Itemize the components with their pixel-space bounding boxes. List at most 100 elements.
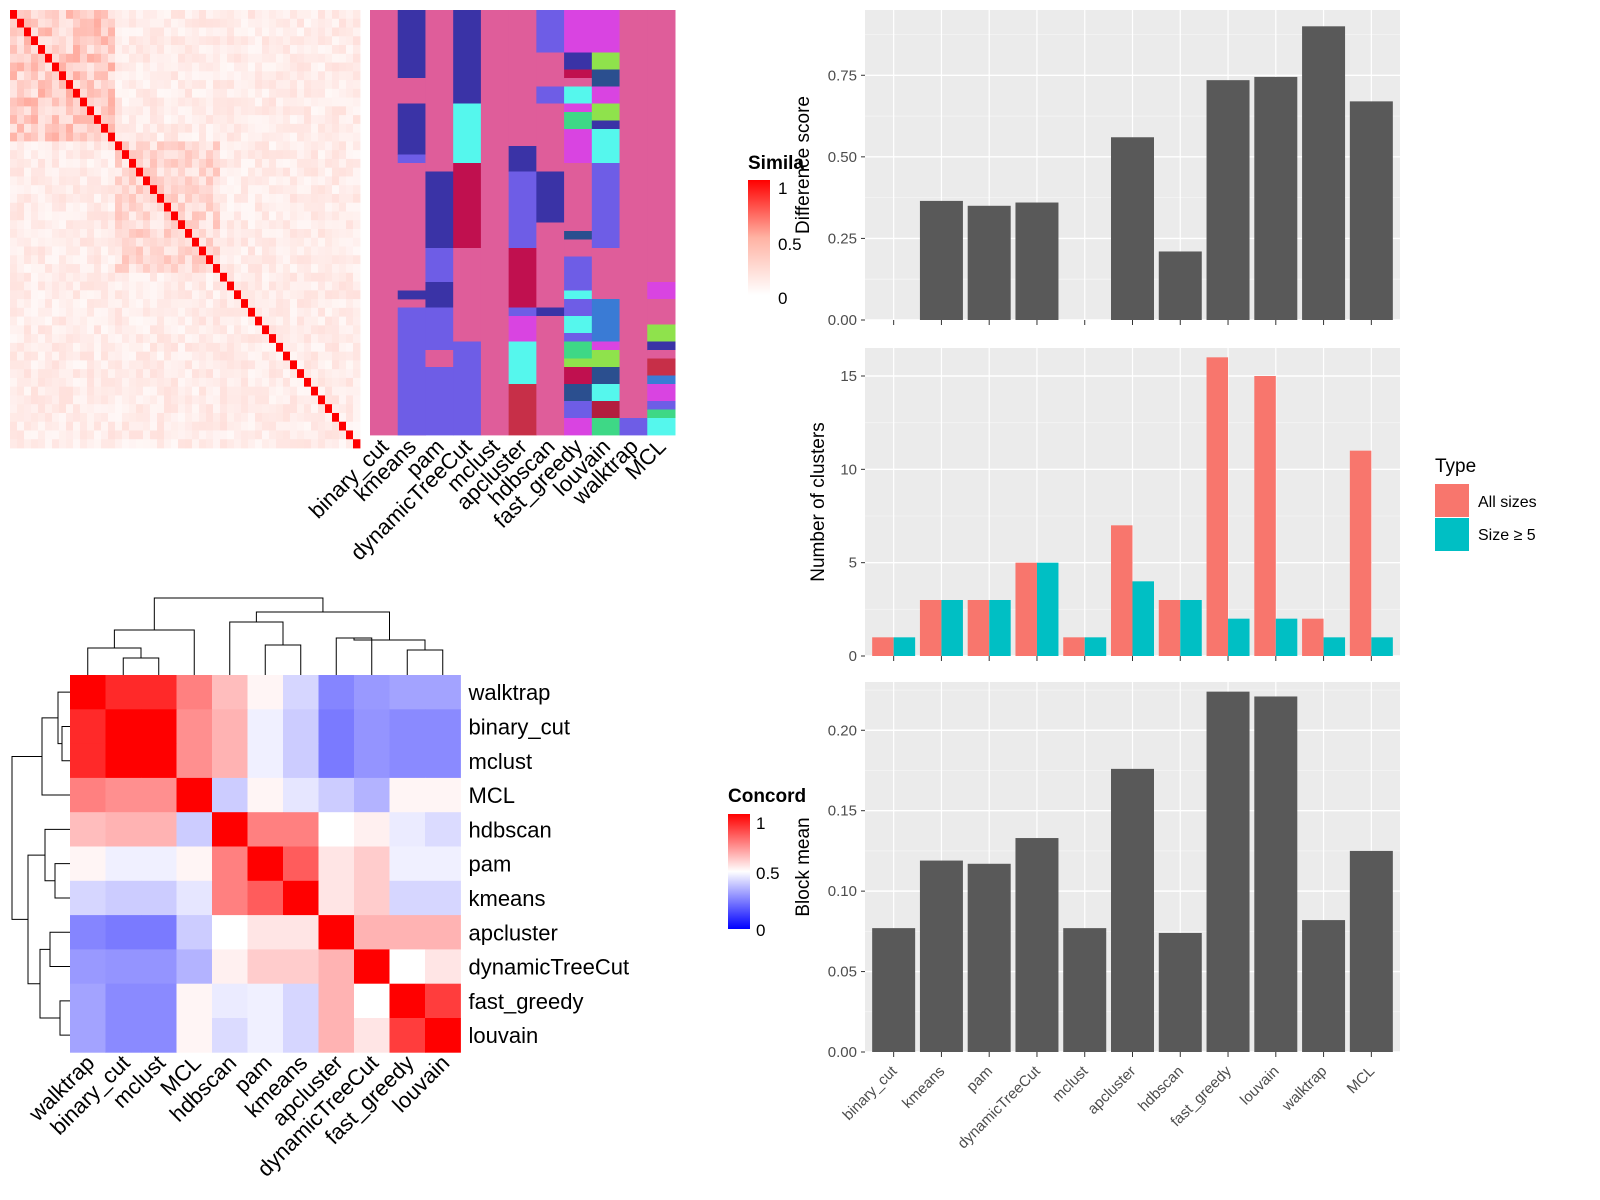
similarity-cell: [220, 307, 228, 317]
similarity-cell: [325, 45, 333, 55]
similarity-cell: [220, 211, 228, 221]
similarity-cell: [38, 97, 46, 107]
similarity-cell: [122, 439, 130, 449]
similarity-cell: [171, 115, 179, 125]
similarity-cell: [52, 229, 60, 239]
similarity-cell: [234, 123, 242, 134]
similarity-cell: [234, 132, 242, 142]
similarity-cell: [290, 97, 298, 107]
similarity-cell: [73, 88, 81, 98]
similarity-cell: [297, 246, 305, 256]
similarity-cell: [199, 202, 207, 212]
similarity-cell: [73, 377, 81, 388]
similarity-cell: [157, 404, 165, 414]
similarity-cell: [227, 351, 235, 361]
membership-cell: [564, 316, 593, 334]
similarity-cell: [129, 193, 137, 204]
similarity-cell: [115, 123, 123, 134]
bar-walktrap: [1302, 920, 1346, 1052]
similarity-cell: [290, 193, 298, 204]
similarity-cell: [185, 45, 193, 55]
similarity-cell: [108, 229, 116, 239]
similarity-cell: [255, 123, 263, 134]
similarity-cell: [45, 377, 53, 388]
similarity-cell: [31, 272, 39, 282]
similarity-cell: [234, 185, 242, 195]
similarity-cell: [297, 430, 305, 440]
similarity-cell: [192, 281, 200, 291]
similarity-cell: [227, 141, 235, 151]
similarity-cell: [339, 167, 347, 177]
similarity-cell: [192, 18, 200, 28]
similarity-cell: [325, 18, 333, 28]
similarity-cell: [339, 80, 347, 90]
similarity-cell: [262, 369, 270, 379]
similarity-cell: [73, 10, 81, 20]
similarity-cell: [332, 80, 340, 90]
similarity-cell: [192, 220, 200, 230]
concordance-cell: [318, 709, 355, 744]
similarity-cell: [248, 150, 256, 160]
similarity-cell: [311, 62, 319, 72]
similarity-cell: [304, 430, 312, 440]
similarity-cell: [87, 202, 95, 212]
similarity-cell: [269, 106, 277, 116]
similarity-cell: [136, 404, 144, 414]
similarity-cell: [101, 80, 109, 90]
similarity-cell: [241, 229, 249, 239]
similarity-cell: [332, 10, 340, 20]
similarity-cell: [10, 176, 18, 186]
similarity-cell: [283, 150, 291, 160]
similarity-cell: [339, 299, 347, 309]
similarity-cell: [108, 386, 116, 396]
similarity-cell: [94, 290, 102, 300]
similarity-cell: [52, 325, 60, 335]
similarity-cell: [290, 27, 298, 37]
similarity-cell: [248, 97, 256, 107]
similarity-cell: [248, 185, 256, 195]
similarity-cell: [325, 10, 333, 20]
similarity-cell: [108, 255, 116, 265]
similarity-cell: [318, 36, 326, 46]
similarity-cell: [248, 123, 256, 134]
membership-cell: [508, 316, 537, 342]
similarity-cell: [241, 316, 249, 326]
similarity-cell: [241, 237, 249, 247]
similarity-cell: [87, 334, 95, 344]
similarity-cell: [17, 80, 25, 90]
similarity-cell: [136, 299, 144, 309]
similarity-cell: [136, 211, 144, 221]
similarity-cell: [290, 360, 298, 370]
similarity-cell: [290, 325, 298, 335]
dendrogram-branch: [27, 854, 45, 985]
concordance-cell: [70, 777, 106, 813]
similarity-cell: [122, 412, 130, 423]
similarity-cell: [17, 97, 25, 107]
similarity-cell: [304, 80, 312, 90]
similarity-cell: [276, 167, 284, 177]
similarity-cell: [283, 176, 291, 186]
similarity-cell: [325, 255, 333, 265]
similarity-cell: [94, 264, 102, 274]
similarity-cell: [241, 377, 249, 388]
similarity-cell: [31, 27, 39, 37]
similarity-cell: [171, 255, 179, 265]
similarity-cell: [122, 220, 130, 230]
similarity-cell: [206, 106, 214, 116]
similarity-cell: [178, 167, 186, 177]
similarity-cell: [276, 18, 284, 28]
similarity-cell: [24, 430, 32, 440]
similarity-cell: [325, 246, 333, 256]
similarity-cell: [318, 62, 326, 72]
similarity-cell: [318, 150, 326, 160]
similarity-cell: [283, 141, 291, 151]
similarity-cell: [45, 334, 53, 344]
similarity-cell: [185, 316, 193, 326]
similarity-cell: [66, 334, 74, 344]
similarity-cell: [150, 404, 158, 414]
similarity-cell: [192, 386, 200, 396]
similarity-cell: [108, 88, 116, 98]
similarity-cell: [143, 386, 151, 396]
similarity-cell: [136, 421, 144, 431]
membership-cell: [647, 324, 676, 342]
